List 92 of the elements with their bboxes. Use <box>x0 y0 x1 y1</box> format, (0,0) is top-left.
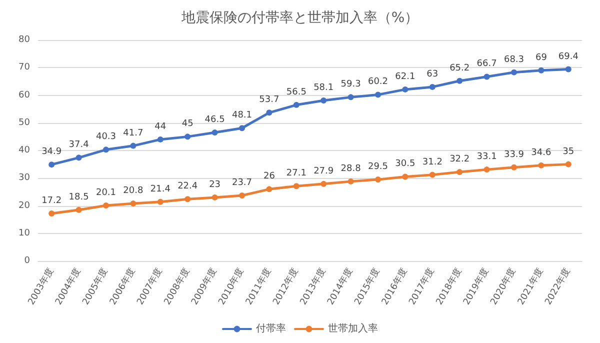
data-label: 17.2 <box>42 196 62 206</box>
legend-label: 世帯加入率 <box>328 322 378 334</box>
point <box>239 192 245 199</box>
data-label: 32.2 <box>450 154 470 165</box>
y-tick-label: 20 <box>18 200 30 211</box>
point <box>320 180 327 187</box>
point <box>375 92 381 98</box>
data-label: 31.2 <box>422 157 442 168</box>
data-label: 23 <box>209 180 221 190</box>
y-tick-label: 60 <box>18 90 30 100</box>
point <box>538 67 544 74</box>
point <box>293 183 300 190</box>
data-label: 63 <box>426 69 438 80</box>
data-label: 34.6 <box>531 148 552 158</box>
data-label: 41.7 <box>123 128 144 138</box>
y-tick-label: 30 <box>18 173 30 184</box>
data-label: 34.9 <box>42 147 62 158</box>
data-label: 27.9 <box>314 166 334 176</box>
data-label: 27.1 <box>286 168 306 179</box>
point <box>484 166 490 173</box>
data-label: 58.1 <box>314 83 334 93</box>
point <box>429 84 436 90</box>
point <box>375 176 381 183</box>
data-label: 33.9 <box>504 150 524 160</box>
y-tick-label: 50 <box>18 118 30 128</box>
point <box>511 164 517 170</box>
point <box>212 130 218 136</box>
data-label: 45 <box>182 119 194 130</box>
point <box>565 66 572 72</box>
point <box>130 200 136 207</box>
point <box>348 178 354 184</box>
point <box>130 142 136 149</box>
point <box>348 94 354 100</box>
chart-title: 地震保険の付帯率と世帯加入率（%） <box>180 10 419 26</box>
legend-label: 付帯率 <box>256 322 286 334</box>
y-tick-label: 70 <box>18 62 30 73</box>
data-label: 69.4 <box>558 52 579 62</box>
y-tick-label: 80 <box>18 35 30 45</box>
data-label: 18.5 <box>68 192 89 202</box>
point <box>184 134 191 140</box>
data-label: 66.7 <box>476 59 497 70</box>
data-label: 20.8 <box>123 186 144 196</box>
data-label: 65.2 <box>450 63 470 74</box>
data-label: 40.3 <box>96 132 116 142</box>
point <box>239 125 245 132</box>
data-label: 21.4 <box>150 184 171 194</box>
point <box>538 162 544 168</box>
point <box>456 169 463 176</box>
data-label: 33.1 <box>476 152 497 162</box>
data-label: 22.4 <box>178 182 198 192</box>
data-label: 29.5 <box>368 162 388 172</box>
point <box>456 78 463 84</box>
data-label: 62.1 <box>395 72 416 82</box>
data-label: 68.3 <box>504 54 524 65</box>
data-label: 44 <box>154 122 166 132</box>
point <box>76 206 82 213</box>
data-label: 69 <box>535 52 548 63</box>
point <box>76 154 82 161</box>
data-label: 53.7 <box>259 95 280 106</box>
point <box>157 198 164 205</box>
point <box>48 162 55 168</box>
point <box>266 186 272 192</box>
point <box>565 161 572 168</box>
point <box>103 202 109 208</box>
point <box>402 174 408 180</box>
point <box>402 86 408 92</box>
point <box>103 146 109 153</box>
point <box>266 110 272 116</box>
y-tick-label: 0 <box>24 256 30 266</box>
point <box>48 210 55 216</box>
data-label: 60.2 <box>368 77 388 88</box>
y-tick-label: 10 <box>18 228 30 238</box>
point <box>484 74 490 80</box>
data-label: 46.5 <box>204 115 225 126</box>
data-label: 23.7 <box>232 178 252 188</box>
data-label: 35 <box>562 146 574 157</box>
data-label: 48.1 <box>232 110 252 121</box>
data-label: 37.4 <box>68 140 90 150</box>
y-tick-label: 40 <box>18 146 30 156</box>
data-label: 20.1 <box>96 188 116 198</box>
point <box>511 69 517 76</box>
data-label: 56.5 <box>286 87 306 98</box>
point <box>320 98 327 104</box>
point <box>429 172 436 178</box>
data-label: 28.8 <box>340 164 362 174</box>
point <box>212 194 218 200</box>
point <box>293 102 300 108</box>
point <box>157 136 164 142</box>
data-label: 26 <box>263 172 276 182</box>
data-label: 30.5 <box>395 159 416 170</box>
data-label: 59.3 <box>340 80 361 90</box>
point <box>184 196 191 202</box>
